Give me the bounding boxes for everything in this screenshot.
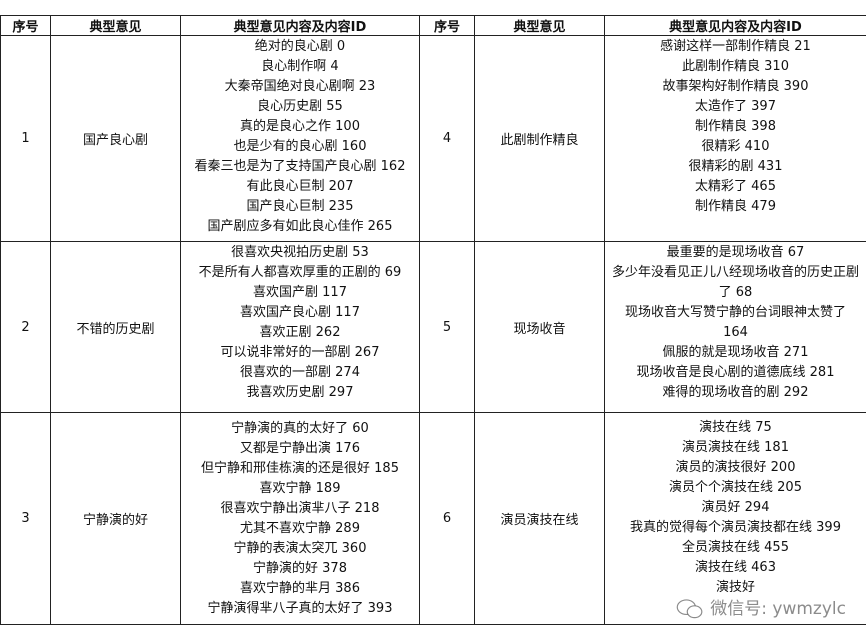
opinion-item: 不是所有人都喜欢厚重的正剧的 69 (181, 263, 419, 283)
row-number: 1 (1, 36, 51, 242)
opinion-item: 演员个个演技在线 205 (605, 478, 866, 498)
header-no: 序号 (1, 16, 51, 36)
opinion-item: 宁静演得芈八子真的太好了 393 (181, 599, 419, 619)
typical-opinion: 现场收音 (475, 242, 605, 413)
row-number: 4 (420, 36, 475, 242)
opinion-item: 喜欢正剧 262 (181, 323, 419, 343)
opinion-item: 此剧制作精良 310 (605, 57, 866, 77)
opinion-item: 难得的现场收音的剧 292 (605, 383, 866, 403)
opinion-item: 有此良心巨制 207 (181, 177, 419, 197)
opinion-item: 我真的觉得每个演员演技都在线 399 (605, 518, 866, 538)
opinion-item: 现场收音是良心剧的道德底线 281 (605, 363, 866, 383)
opinion-item: 喜欢宁静 189 (181, 479, 419, 499)
header-content: 典型意见内容及内容ID (605, 16, 866, 36)
opinion-item: 喜欢宁静的芈月 386 (181, 579, 419, 599)
opinion-item: 多少年没看见正儿八经现场收音的历史正剧了 68 (605, 263, 866, 303)
opinion-item: 看秦三也是为了支持国产良心剧 162 (181, 157, 419, 177)
row-number: 3 (1, 413, 51, 625)
watermark: 微信号: ywmzylc (605, 598, 866, 620)
row-number: 5 (420, 242, 475, 413)
row-number: 2 (1, 242, 51, 413)
typical-opinion: 此剧制作精良 (475, 36, 605, 242)
header-content: 典型意见内容及内容ID (181, 16, 420, 36)
opinion-item: 绝对的良心剧 0 (181, 37, 419, 57)
opinion-item: 很喜欢宁静出演芈八子 218 (181, 499, 419, 519)
opinion-item: 演员的演技很好 200 (605, 458, 866, 478)
opinion-item: 宁静的表演太突兀 360 (181, 539, 419, 559)
header-opinion: 典型意见 (51, 16, 181, 36)
typical-opinion: 宁静演的好 (51, 413, 181, 625)
opinion-item: 我喜欢历史剧 297 (181, 383, 419, 403)
opinion-item: 但宁静和邢佳栋演的还是很好 185 (181, 459, 419, 479)
opinion-item: 又都是宁静出演 176 (181, 439, 419, 459)
opinion-item: 可以说非常好的一部剧 267 (181, 343, 419, 363)
watermark-text: 微信号: ywmzylc (710, 598, 846, 620)
opinion-item: 演员演技在线 181 (605, 438, 866, 458)
opinion-item: 全员演技在线 455 (605, 538, 866, 558)
opinion-item: 制作精良 398 (605, 117, 866, 137)
opinion-item: 良心历史剧 55 (181, 97, 419, 117)
opinion-item: 太造作了 397 (605, 97, 866, 117)
opinion-item: 很精彩 410 (605, 137, 866, 157)
header-row: 序号 典型意见 典型意见内容及内容ID 序号 典型意见 典型意见内容及内容ID (1, 16, 866, 36)
opinion-item: 演员好 294 (605, 498, 866, 518)
opinion-item: 喜欢国产剧 117 (181, 283, 419, 303)
opinion-item: 制作精良 479 (605, 197, 866, 217)
opinion-item: 演技在线 463 (605, 558, 866, 578)
opinion-item: 宁静演的真的太好了 60 (181, 419, 419, 439)
header-no: 序号 (420, 16, 475, 36)
opinion-item: 感谢这样一部制作精良 21 (605, 37, 866, 57)
header-opinion: 典型意见 (475, 16, 605, 36)
opinion-item: 很喜欢央视拍历史剧 53 (181, 243, 419, 263)
row-number: 6 (420, 413, 475, 625)
opinion-item: 故事架构好制作精良 390 (605, 77, 866, 97)
opinion-item: 大秦帝国绝对良心剧啊 23 (181, 77, 419, 97)
opinion-item: 太精彩了 465 (605, 177, 866, 197)
opinion-item: 现场收音大写赞宁静的台词眼神太赞了 164 (605, 303, 866, 343)
opinion-item: 宁静演的好 378 (181, 559, 419, 579)
opinion-item: 佩服的就是现场收音 271 (605, 343, 866, 363)
opinion-item: 演技在线 75 (605, 418, 866, 438)
opinion-table: 序号 典型意见 典型意见内容及内容ID 序号 典型意见 典型意见内容及内容ID … (0, 15, 866, 625)
opinion-item: 真的是良心之作 100 (181, 117, 419, 137)
opinion-item: 很精彩的剧 431 (605, 157, 866, 177)
opinion-item: 很喜欢的一部剧 274 (181, 363, 419, 383)
opinion-item: 尤其不喜欢宁静 289 (181, 519, 419, 539)
opinion-item: 国产良心巨制 235 (181, 197, 419, 217)
opinion-item: 也是少有的良心剧 160 (181, 137, 419, 157)
wechat-icon (676, 599, 704, 619)
typical-opinion: 不错的历史剧 (51, 242, 181, 413)
typical-opinion: 演员演技在线 (475, 413, 605, 625)
opinion-item: 国产剧应多有如此良心佳作 265 (181, 217, 419, 237)
opinion-item: 最重要的是现场收音 67 (605, 243, 866, 263)
opinion-item: 喜欢国产良心剧 117 (181, 303, 419, 323)
typical-opinion: 国产良心剧 (51, 36, 181, 242)
opinion-item: 演技好 (605, 578, 866, 598)
opinion-item: 良心制作啊 4 (181, 57, 419, 77)
